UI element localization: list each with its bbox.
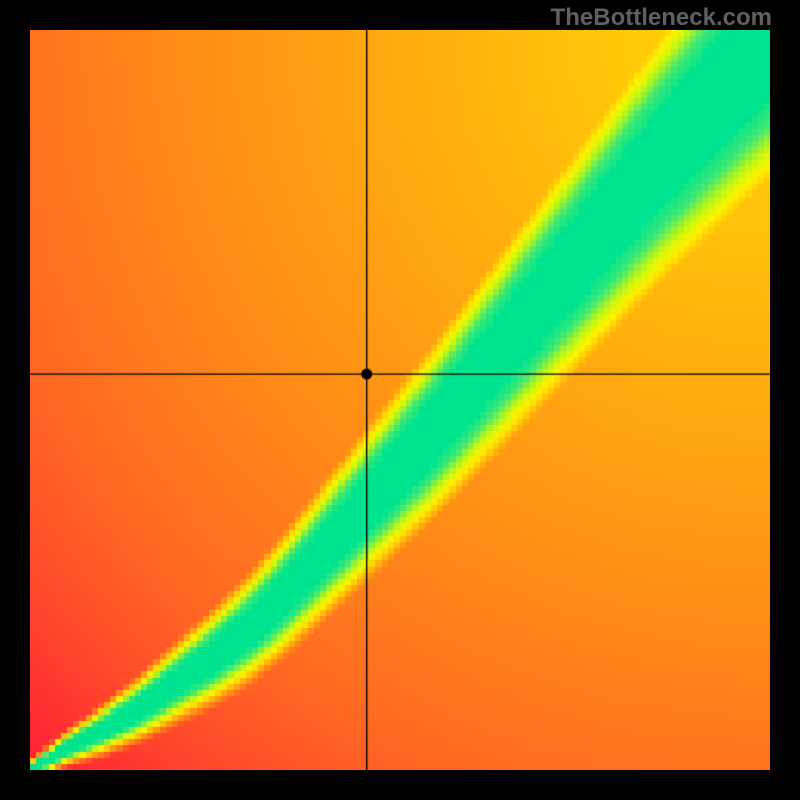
watermark-label: TheBottleneck.com <box>551 4 772 32</box>
chart-container: TheBottleneck.com <box>0 0 800 800</box>
bottleneck-heatmap <box>30 30 770 770</box>
